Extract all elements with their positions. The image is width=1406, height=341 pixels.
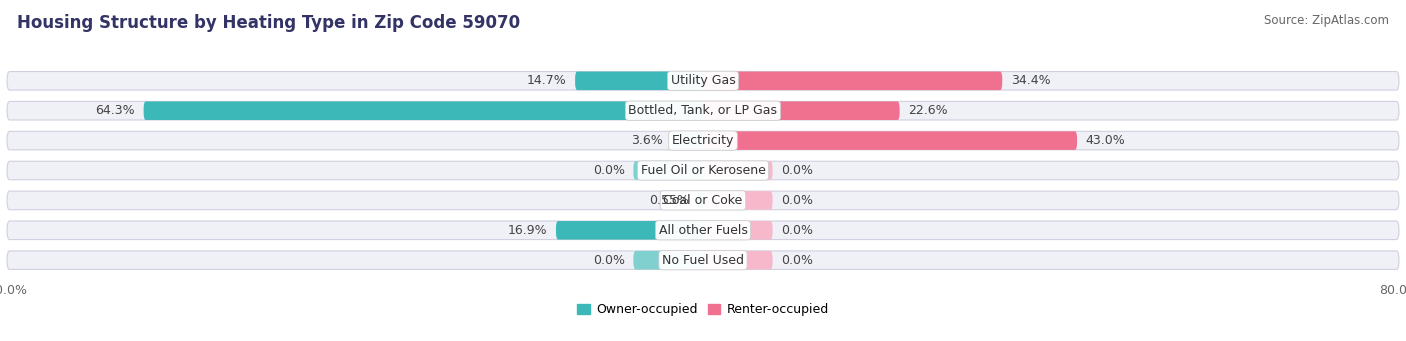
FancyBboxPatch shape [672, 131, 703, 150]
Text: All other Fuels: All other Fuels [658, 224, 748, 237]
Text: 0.0%: 0.0% [782, 164, 813, 177]
FancyBboxPatch shape [703, 161, 773, 180]
Text: 0.55%: 0.55% [650, 194, 689, 207]
Text: 14.7%: 14.7% [527, 74, 567, 87]
Text: 0.0%: 0.0% [593, 254, 624, 267]
FancyBboxPatch shape [633, 161, 703, 180]
Text: Utility Gas: Utility Gas [671, 74, 735, 87]
Text: 22.6%: 22.6% [908, 104, 948, 117]
Text: Fuel Oil or Kerosene: Fuel Oil or Kerosene [641, 164, 765, 177]
FancyBboxPatch shape [7, 131, 1399, 150]
Text: 0.0%: 0.0% [782, 194, 813, 207]
FancyBboxPatch shape [703, 191, 773, 210]
FancyBboxPatch shape [143, 101, 703, 120]
FancyBboxPatch shape [7, 191, 1399, 210]
FancyBboxPatch shape [703, 131, 1077, 150]
FancyBboxPatch shape [633, 251, 703, 269]
FancyBboxPatch shape [699, 191, 703, 210]
FancyBboxPatch shape [7, 72, 1399, 90]
Text: Housing Structure by Heating Type in Zip Code 59070: Housing Structure by Heating Type in Zip… [17, 14, 520, 32]
FancyBboxPatch shape [555, 221, 703, 240]
Text: 16.9%: 16.9% [508, 224, 547, 237]
FancyBboxPatch shape [703, 221, 773, 240]
Text: 3.6%: 3.6% [631, 134, 664, 147]
FancyBboxPatch shape [7, 161, 1399, 180]
Legend: Owner-occupied, Renter-occupied: Owner-occupied, Renter-occupied [572, 298, 834, 321]
Text: Bottled, Tank, or LP Gas: Bottled, Tank, or LP Gas [628, 104, 778, 117]
Text: Source: ZipAtlas.com: Source: ZipAtlas.com [1264, 14, 1389, 27]
FancyBboxPatch shape [7, 101, 1399, 120]
FancyBboxPatch shape [703, 251, 773, 269]
Text: 64.3%: 64.3% [96, 104, 135, 117]
FancyBboxPatch shape [703, 101, 900, 120]
Text: No Fuel Used: No Fuel Used [662, 254, 744, 267]
Text: 0.0%: 0.0% [593, 164, 624, 177]
FancyBboxPatch shape [575, 72, 703, 90]
Text: Electricity: Electricity [672, 134, 734, 147]
FancyBboxPatch shape [7, 221, 1399, 240]
Text: 0.0%: 0.0% [782, 254, 813, 267]
FancyBboxPatch shape [7, 251, 1399, 269]
Text: 43.0%: 43.0% [1085, 134, 1126, 147]
Text: Coal or Coke: Coal or Coke [664, 194, 742, 207]
FancyBboxPatch shape [703, 72, 1002, 90]
Text: 0.0%: 0.0% [782, 224, 813, 237]
Text: 34.4%: 34.4% [1011, 74, 1050, 87]
